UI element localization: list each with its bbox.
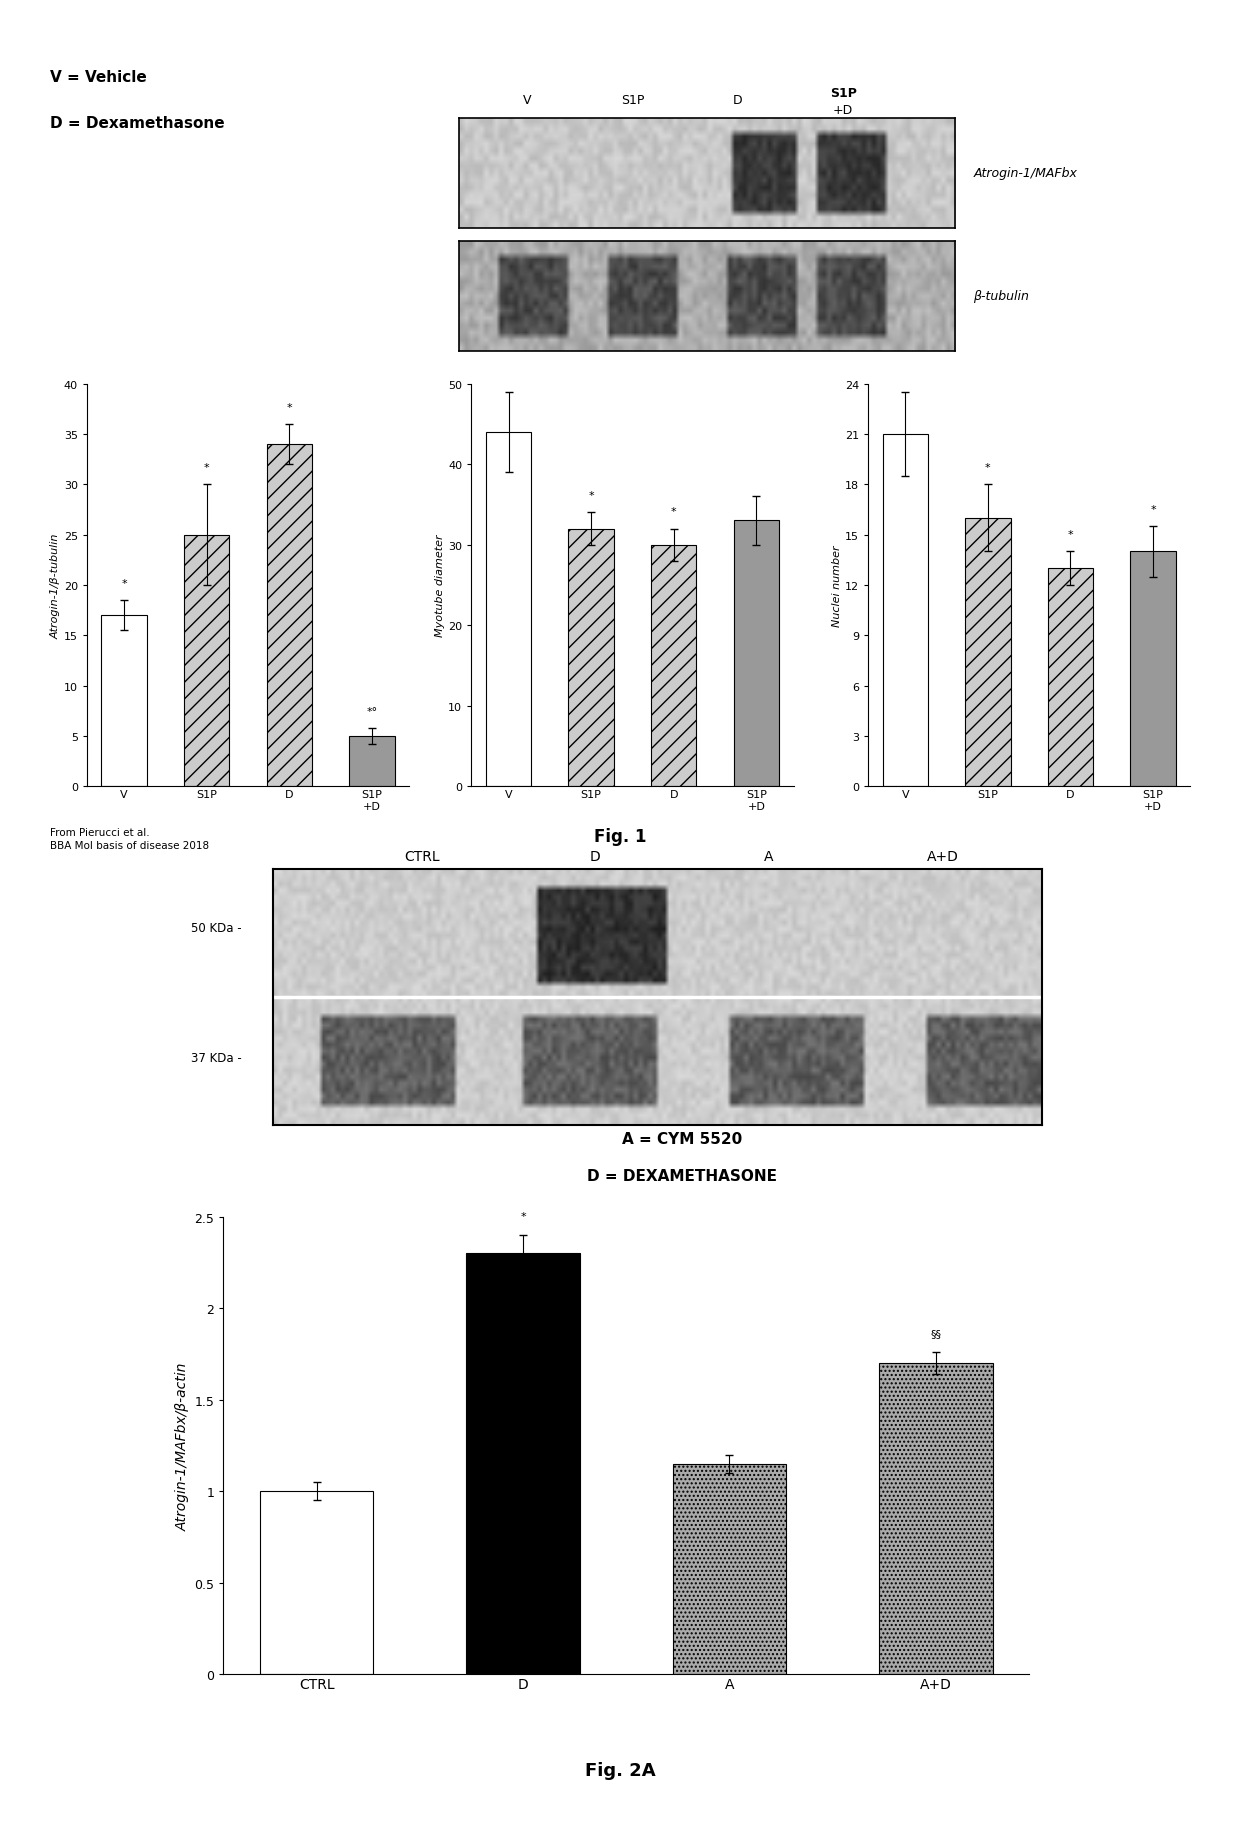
Bar <box>267 445 312 787</box>
Text: +D: +D <box>833 104 853 117</box>
Text: D: D <box>733 95 743 108</box>
Text: §§: §§ <box>930 1329 941 1338</box>
Bar <box>879 1363 992 1674</box>
Bar <box>1131 553 1176 787</box>
Bar <box>965 518 1011 787</box>
Text: A: A <box>764 849 774 864</box>
Bar <box>350 737 394 787</box>
Text: *: * <box>1068 531 1074 540</box>
Bar <box>486 432 531 787</box>
Bar <box>568 529 614 787</box>
Text: S1P: S1P <box>621 95 644 108</box>
Bar <box>184 534 229 787</box>
Text: A = CYM 5520: A = CYM 5520 <box>622 1131 742 1147</box>
Text: Fig. 2A: Fig. 2A <box>585 1760 655 1779</box>
Text: CTRL: CTRL <box>404 849 439 864</box>
Text: V = Vehicle: V = Vehicle <box>50 70 146 86</box>
Text: β-tubulin: β-tubulin <box>973 289 1029 304</box>
Text: D: D <box>590 849 600 864</box>
Text: *: * <box>671 507 677 518</box>
Text: S1P: S1P <box>830 88 857 101</box>
Text: V: V <box>523 95 531 108</box>
Text: *: * <box>588 490 594 501</box>
Bar <box>102 615 146 787</box>
Y-axis label: Myotube diameter: Myotube diameter <box>435 534 445 637</box>
Text: 50 KDa -: 50 KDa - <box>191 920 242 935</box>
Bar <box>883 436 928 787</box>
Text: A+D: A+D <box>926 849 959 864</box>
Text: *: * <box>286 403 293 412</box>
Bar <box>734 522 779 787</box>
Bar <box>466 1254 580 1674</box>
Text: Atrogin-1/MAFbx: Atrogin-1/MAFbx <box>973 167 1078 181</box>
Text: *°: *° <box>366 706 377 716</box>
Text: Fig. 1: Fig. 1 <box>594 827 646 845</box>
Text: D = Dexamethasone: D = Dexamethasone <box>50 115 224 132</box>
Bar <box>260 1491 373 1674</box>
Y-axis label: Atrogin-1/β-tubulin: Atrogin-1/β-tubulin <box>51 533 61 639</box>
Text: 37 KDa -: 37 KDa - <box>191 1050 242 1065</box>
Text: *: * <box>122 578 126 589</box>
Text: *: * <box>203 463 210 472</box>
Text: D = DEXAMETHASONE: D = DEXAMETHASONE <box>587 1168 777 1184</box>
Text: *: * <box>985 463 991 472</box>
Y-axis label: Atrogin-1/MAFbx/β-actin: Atrogin-1/MAFbx/β-actin <box>176 1362 190 1530</box>
Bar <box>651 545 697 787</box>
Bar <box>1048 569 1094 787</box>
Text: *: * <box>521 1211 526 1222</box>
Y-axis label: Nuclei number: Nuclei number <box>832 545 842 626</box>
Text: *: * <box>1151 505 1156 514</box>
Bar <box>672 1464 786 1674</box>
Text: From Pierucci et al.
BBA Mol basis of disease 2018: From Pierucci et al. BBA Mol basis of di… <box>50 827 208 851</box>
